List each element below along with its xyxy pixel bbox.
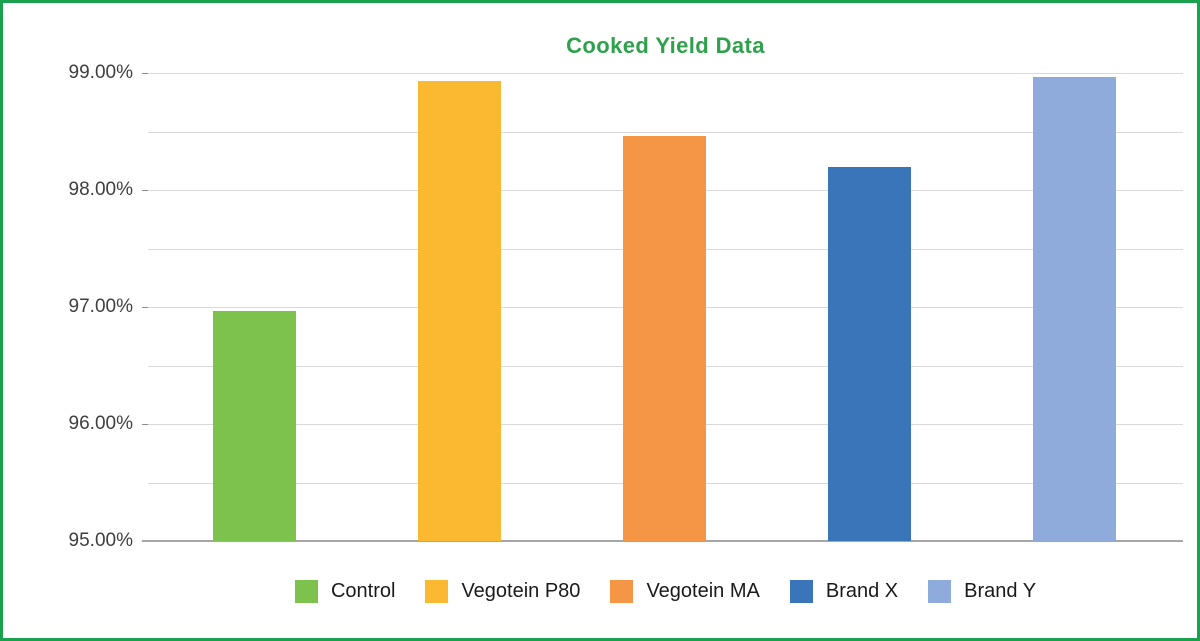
legend-item-vegotein-p80: Vegotein P80 xyxy=(425,580,580,603)
y-axis-tick-label: 98.00% xyxy=(68,179,133,200)
legend-label-control: Control xyxy=(330,580,396,602)
legend-item-brand-y: Brand Y xyxy=(928,580,1036,603)
legend-item-control: Control xyxy=(294,580,396,603)
y-axis-tick-label: 95.00% xyxy=(68,530,133,551)
bar-control xyxy=(212,310,296,541)
legend-swatch-brand-y xyxy=(928,580,952,603)
y-axis-tick-mark xyxy=(142,190,148,191)
chart-title: Cooked Yield Data xyxy=(566,33,765,58)
legend-swatch-control xyxy=(294,580,318,603)
gridline xyxy=(148,131,1183,133)
gridline xyxy=(148,73,1183,74)
legend-swatch-vegotein-p80 xyxy=(425,580,449,603)
legend-label-brand-y: Brand Y xyxy=(964,580,1037,602)
y-axis-tick-label: 99.00% xyxy=(68,62,133,83)
y-axis-tick-mark xyxy=(142,73,148,74)
y-axis-tick-mark xyxy=(142,424,148,425)
bar-brand-x xyxy=(827,166,911,541)
plot-area: 95.00% 96.00% 97.00% 98.00% 99.00% xyxy=(69,62,1183,551)
y-axis-tick-label: 97.00% xyxy=(68,296,133,317)
y-axis-tick-label: 96.00% xyxy=(68,413,133,434)
legend-label-vegotein-p80: Vegotein P80 xyxy=(461,580,581,602)
legend-swatch-brand-x xyxy=(789,580,813,603)
legend-item-vegotein-ma: Vegotein MA xyxy=(610,580,760,603)
legend: Control Vegotein P80 Vegotein MA Brand X Bra… xyxy=(148,580,1183,603)
bar-vegotein-ma xyxy=(622,136,706,541)
legend-label-brand-x: Brand X xyxy=(825,580,899,602)
y-axis-tick-mark xyxy=(142,307,148,308)
bar-vegotein-p80 xyxy=(417,81,501,541)
legend-item-brand-x: Brand X xyxy=(789,580,899,603)
legend-swatch-vegotein-ma xyxy=(610,580,634,603)
x-axis-line xyxy=(142,540,1183,542)
legend-label-vegotein-ma: Vegotein MA xyxy=(646,580,760,602)
bar-brand-y xyxy=(1032,76,1116,541)
